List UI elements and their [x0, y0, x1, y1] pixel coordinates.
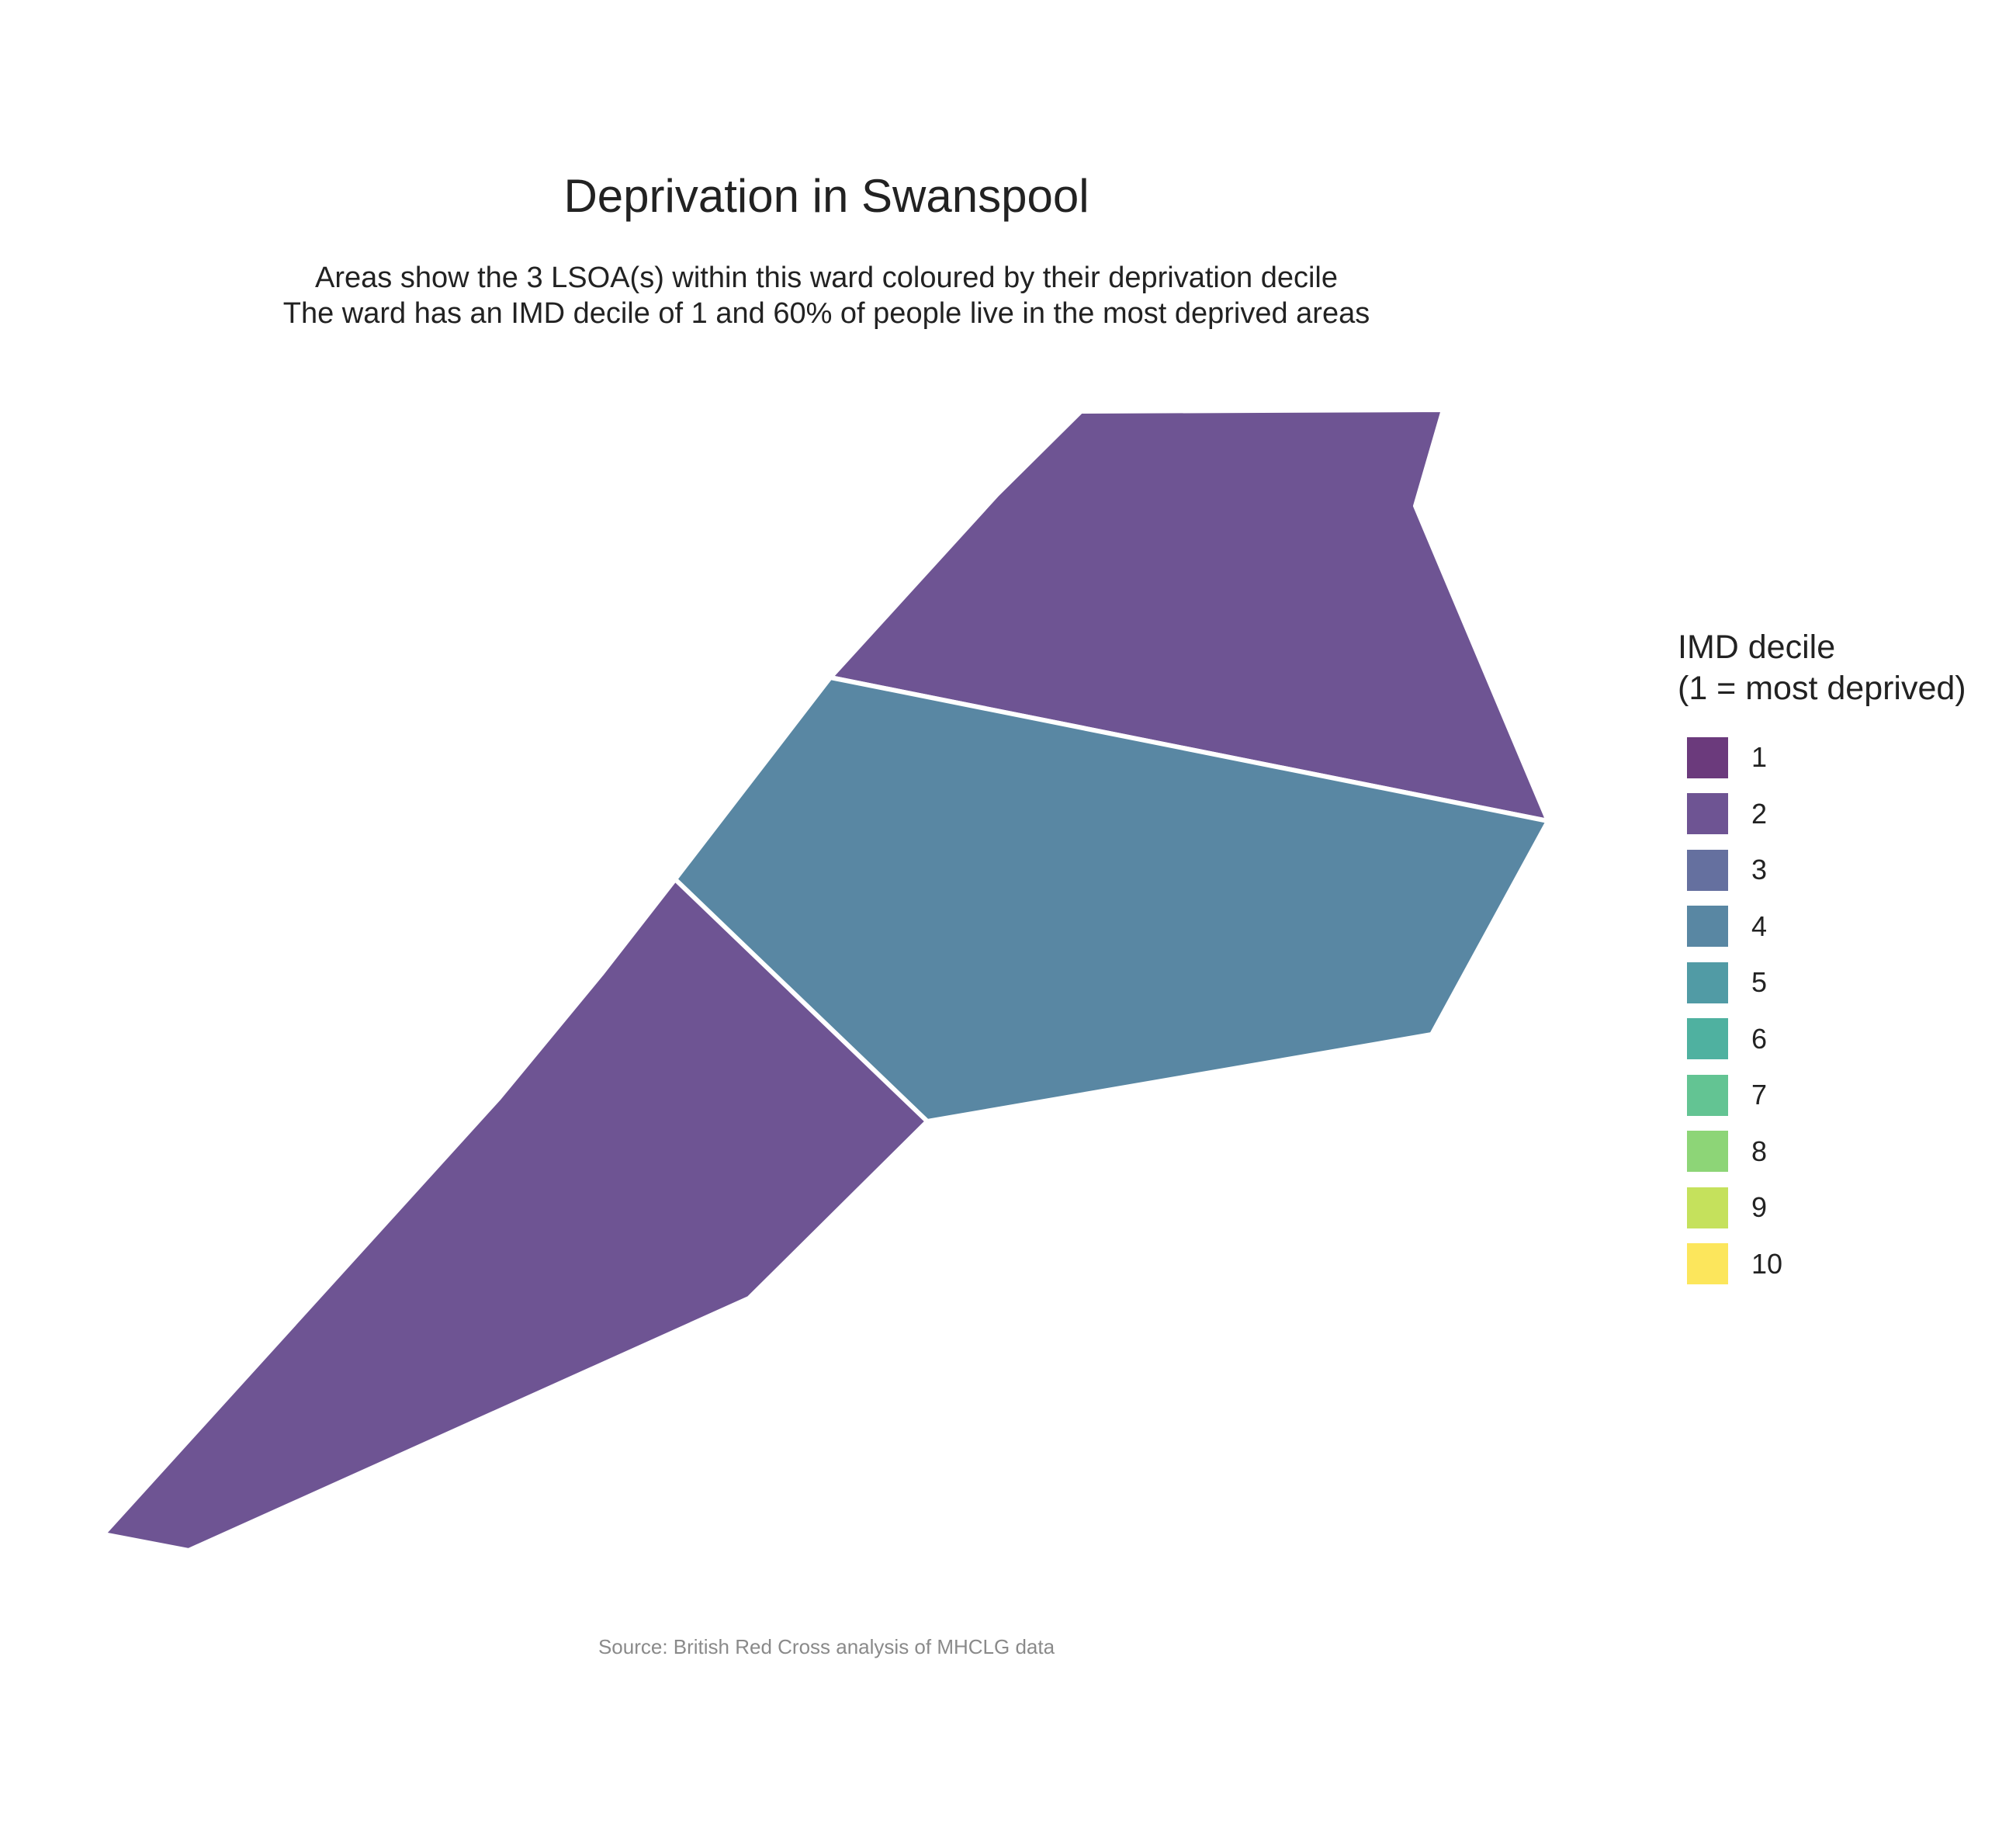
legend-swatch — [1687, 849, 1728, 891]
legend-label: 3 — [1751, 854, 1768, 886]
legend-item-9: 9 — [1678, 1180, 1966, 1236]
lsoa-area-central — [673, 675, 1550, 1124]
legend-item-7: 7 — [1678, 1067, 1966, 1124]
legend-title-line-2: (1 = most deprived) — [1678, 670, 1966, 707]
legend-swatch — [1687, 1131, 1728, 1173]
legend-title: IMD decile (1 = most deprived) — [1678, 627, 1966, 709]
chart-subtitle: Areas show the 3 LSOA(s) within this war… — [0, 260, 1653, 331]
legend-item-4: 4 — [1678, 899, 1966, 955]
legend-item-1: 1 — [1678, 729, 1966, 786]
lsoa-area-south — [101, 877, 930, 1553]
subtitle-line-1: Areas show the 3 LSOA(s) within this war… — [315, 262, 1338, 294]
legend-item-2: 2 — [1678, 786, 1966, 843]
legend-title-line-1: IMD decile — [1678, 629, 1836, 666]
legend: IMD decile (1 = most deprived) 1 2 3 4 5 6 7 8 9… — [1678, 627, 1966, 1292]
legend-items: 1 2 3 4 5 6 7 8 9 10 — [1678, 729, 1966, 1292]
legend-label: 9 — [1751, 1191, 1768, 1224]
legend-swatch — [1687, 962, 1728, 1003]
chart-title: Deprivation in Swanspool — [563, 170, 1089, 222]
legend-swatch — [1687, 793, 1728, 835]
legend-swatch — [1687, 1243, 1728, 1285]
legend-item-3: 3 — [1678, 842, 1966, 899]
legend-label: 7 — [1751, 1079, 1768, 1111]
legend-item-8: 8 — [1678, 1124, 1966, 1180]
legend-label: 2 — [1751, 797, 1768, 830]
legend-item-10: 10 — [1678, 1236, 1966, 1293]
source-caption: Source: British Red Cross analysis of MH… — [598, 1635, 1055, 1658]
legend-item-6: 6 — [1678, 1011, 1966, 1068]
legend-label: 4 — [1751, 910, 1768, 942]
legend-label: 5 — [1751, 966, 1768, 999]
legend-swatch — [1687, 1018, 1728, 1060]
legend-swatch — [1687, 906, 1728, 948]
legend-label: 10 — [1751, 1247, 1783, 1280]
legend-swatch — [1687, 1187, 1728, 1228]
legend-swatch — [1687, 736, 1728, 778]
legend-label: 8 — [1751, 1135, 1768, 1167]
legend-label: 6 — [1751, 1022, 1768, 1055]
legend-label: 1 — [1751, 741, 1768, 774]
legend-swatch — [1687, 1074, 1728, 1116]
subtitle-line-2: The ward has an IMD decile of 1 and 60% … — [282, 297, 1370, 330]
legend-item-5: 5 — [1678, 955, 1966, 1011]
